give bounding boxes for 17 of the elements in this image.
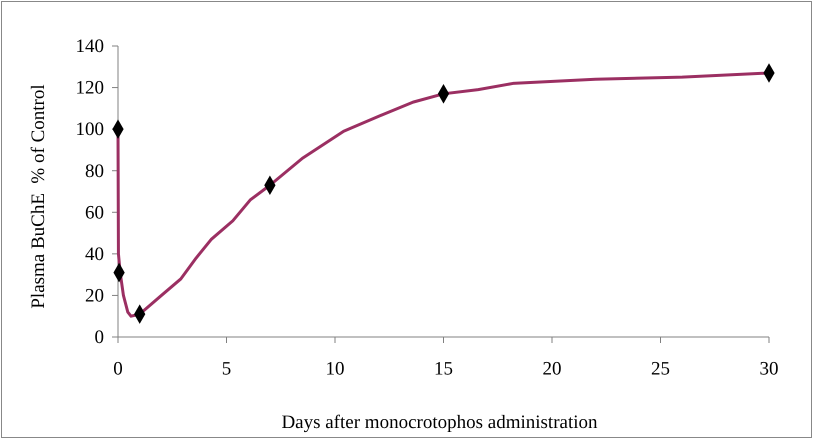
y-tick-label: 140	[76, 36, 104, 58]
y-tick-label: 0	[94, 327, 104, 348]
x-tick-label: 25	[651, 358, 670, 380]
y-tick-label: 100	[76, 119, 104, 140]
x-tick-label: 30	[760, 358, 778, 380]
x-tick-label: 10	[326, 358, 344, 380]
x-tick-label: 15	[434, 358, 453, 380]
y-axis-title: Plasma BuChE % of Control	[28, 84, 49, 309]
y-tick-label: 60	[85, 202, 104, 224]
x-tick-label: 0	[113, 358, 123, 380]
y-tick-label: 40	[85, 244, 104, 265]
y-tick-label: 80	[85, 160, 104, 182]
y-tick-label: 120	[76, 78, 104, 99]
x-axis-title: Days after monocrotophos administration	[281, 412, 598, 433]
y-tick-label: 20	[85, 286, 104, 307]
x-tick-label: 5	[222, 358, 232, 380]
x-tick-label: 20	[542, 358, 562, 380]
